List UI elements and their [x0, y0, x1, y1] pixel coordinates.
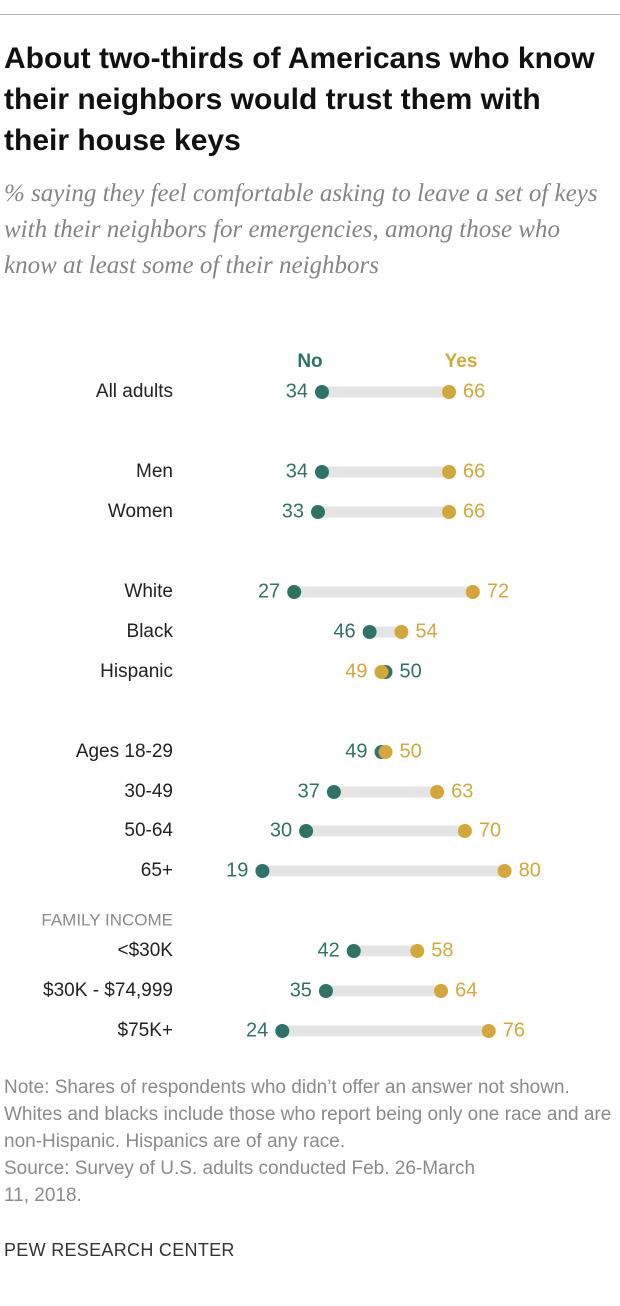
- dot: [275, 1024, 290, 1038]
- value-label: 42: [317, 939, 339, 961]
- category-label: All adults: [96, 381, 173, 402]
- category-label: Hispanic: [100, 661, 173, 682]
- category-label: Ages 18-29: [76, 741, 173, 762]
- dot: [374, 665, 389, 679]
- source: Source: Survey of U.S. adults conducted …: [4, 1158, 476, 1206]
- dot: [457, 824, 472, 838]
- dot: [410, 944, 425, 958]
- dot: [442, 465, 457, 479]
- value-label: 34: [286, 380, 308, 402]
- dot: [362, 625, 377, 639]
- dot: [314, 385, 329, 399]
- value-label: 64: [455, 979, 477, 1001]
- category-label: $30K - $74,999: [43, 980, 173, 1001]
- value-label: 24: [246, 1019, 268, 1041]
- category-label: 30-49: [124, 781, 173, 802]
- dot: [497, 864, 512, 878]
- top-rule: [0, 14, 620, 15]
- dot: [430, 785, 445, 799]
- credit: PEW RESEARCH CENTER: [4, 1240, 235, 1260]
- dot: [318, 984, 333, 998]
- value-label: 70: [479, 819, 501, 841]
- value-label: 66: [463, 500, 485, 522]
- value-label: 63: [451, 780, 473, 802]
- category-label: <$30K: [118, 940, 174, 961]
- value-label: 66: [463, 460, 485, 482]
- dot: [346, 944, 361, 958]
- value-label: 54: [415, 620, 437, 642]
- category-label: $75K+: [118, 1020, 173, 1041]
- dot: [299, 824, 314, 838]
- dot: [442, 385, 457, 399]
- dot: [465, 585, 480, 599]
- dot: [378, 745, 393, 759]
- dot: [481, 1024, 496, 1038]
- value-label: 27: [258, 580, 280, 602]
- note: Note: Shares of respondents who didn’t o…: [4, 1077, 612, 1152]
- category-label: Men: [136, 461, 173, 482]
- category-label: 50-64: [124, 820, 173, 841]
- value-label: 46: [333, 620, 355, 642]
- chart: FAMILY INCOME No Yes All adults 34 66 Men 34 66 W…: [41, 351, 541, 1041]
- category-label: 65+: [141, 860, 173, 881]
- category-label: White: [124, 581, 173, 602]
- value-label: 19: [226, 859, 248, 881]
- value-label: 76: [503, 1019, 525, 1041]
- dot: [394, 625, 409, 639]
- value-label: 33: [282, 500, 304, 522]
- group-label: FAMILY INCOME: [41, 910, 173, 929]
- value-label: 49: [345, 660, 367, 682]
- value-label: 80: [519, 859, 541, 881]
- dot: [311, 505, 326, 519]
- value-label: 50: [400, 740, 422, 762]
- category-label: Black: [127, 621, 174, 642]
- legend-entry: No: [297, 351, 322, 372]
- value-label: 58: [431, 939, 453, 961]
- legend-entry: Yes: [445, 351, 478, 372]
- dot: [326, 785, 341, 799]
- value-label: 35: [290, 979, 312, 1001]
- dot: [255, 864, 270, 878]
- value-label: 34: [286, 460, 308, 482]
- chart-title: About two-thirds of Americans who know t…: [4, 42, 595, 157]
- chart-subtitle: % saying they feel comfortable asking to…: [4, 180, 598, 279]
- dot: [434, 984, 449, 998]
- dot: [442, 505, 457, 519]
- value-label: 50: [400, 660, 422, 682]
- category-label: Women: [108, 501, 173, 522]
- value-label: 72: [487, 580, 509, 602]
- dot: [314, 465, 329, 479]
- value-label: 37: [298, 780, 320, 802]
- value-label: 49: [345, 740, 367, 762]
- dot: [287, 585, 302, 599]
- value-label: 66: [463, 380, 485, 402]
- value-label: 30: [270, 819, 292, 841]
